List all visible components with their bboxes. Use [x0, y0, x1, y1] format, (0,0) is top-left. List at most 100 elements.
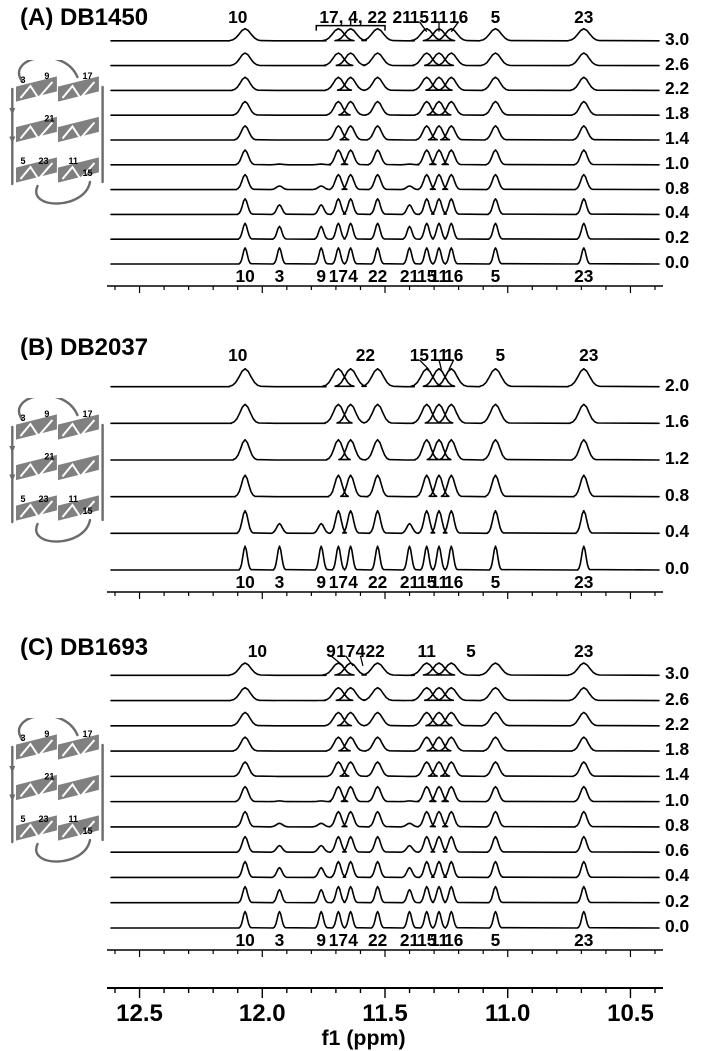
- svg-text:5: 5: [21, 494, 26, 504]
- trace-dy-label: 1.8: [665, 739, 689, 760]
- panel-C: (C) DB16933.02.62.21.81.41.00.80.60.40.2…: [0, 630, 727, 970]
- x-axis-label: f1 (ppm): [0, 1026, 727, 1051]
- svg-text:15: 15: [82, 826, 92, 836]
- svg-text:23: 23: [38, 494, 48, 504]
- trace-dy-label: 0.8: [665, 485, 689, 506]
- trace-dy-label: 0.6: [665, 840, 689, 861]
- panel-A: (A) DB14503.02.62.21.81.41.00.80.40.20.0…: [0, 0, 727, 320]
- xtick-label: 12.0: [232, 1000, 292, 1028]
- peak-label-top: 22: [351, 345, 379, 366]
- trace-dy-label: 0.0: [665, 252, 689, 273]
- xtick-label: 12.5: [110, 1000, 170, 1028]
- peak-label-top: 5: [457, 641, 485, 662]
- svg-text:21: 21: [44, 772, 54, 782]
- peak-label-top: 10: [243, 641, 271, 662]
- g-quadruplex-diagram: 3 9 17 21 5 23 11 15: [6, 718, 111, 868]
- svg-text:5: 5: [21, 814, 26, 824]
- xtick-label: 10.5: [600, 1000, 660, 1028]
- peak-label-bottom: 4: [341, 930, 365, 951]
- trace-dy-label: 0.2: [665, 227, 689, 248]
- trace-dy-label: 2.0: [665, 375, 689, 396]
- trace-dy-label: 1.0: [665, 790, 689, 811]
- peak-label-bottom: 16: [442, 572, 466, 593]
- peak-label-bottom: 23: [572, 930, 596, 951]
- svg-text:9: 9: [44, 71, 49, 81]
- peak-label-top: 22: [361, 641, 389, 662]
- peak-label-bottom: 3: [267, 266, 291, 287]
- panel-B: (B) DB20372.01.61.20.80.40.0103917422211…: [0, 330, 727, 620]
- xtick-label: 11.0: [478, 1000, 538, 1028]
- trace-dy-label: 0.4: [665, 521, 689, 542]
- trace-dy-label: 2.6: [665, 689, 689, 710]
- peak-label-top: 10: [224, 345, 252, 366]
- peak-label-top: 10: [224, 7, 252, 28]
- peak-label-bottom: 5: [483, 572, 507, 593]
- trace-dy-label: 3.0: [665, 29, 689, 50]
- svg-text:23: 23: [38, 814, 48, 824]
- peak-label-bottom: 4: [341, 266, 365, 287]
- peak-label-bottom: 22: [366, 572, 390, 593]
- trace-dy-label: 3.0: [665, 663, 689, 684]
- trace-dy-label: 2.2: [665, 714, 689, 735]
- trace-dy-label: 1.2: [665, 448, 689, 469]
- trace-dy-label: 0.2: [665, 891, 689, 912]
- peak-label-top: 5: [486, 345, 514, 366]
- svg-text:3: 3: [21, 413, 26, 423]
- peak-label-top: 23: [570, 641, 598, 662]
- trace-dy-label: 1.4: [665, 128, 689, 149]
- peak-label-bottom: 22: [366, 930, 390, 951]
- trace-dy-label: 1.8: [665, 103, 689, 124]
- svg-text:17: 17: [82, 71, 92, 81]
- g-quadruplex-diagram: 3 9 17 21 5 23 11 15: [6, 60, 111, 210]
- peak-label-bottom: 23: [572, 572, 596, 593]
- svg-text:9: 9: [44, 729, 49, 739]
- peak-label-bottom: 5: [483, 266, 507, 287]
- trace-dy-label: 0.4: [665, 865, 689, 886]
- peak-label-top: 23: [575, 345, 603, 366]
- svg-text:5: 5: [21, 156, 26, 166]
- svg-text:11: 11: [68, 494, 78, 504]
- g4-schematic: 3 9 17 21 5 23 11 15: [6, 718, 111, 868]
- svg-text:15: 15: [82, 168, 92, 178]
- peak-label-bottom: 22: [366, 266, 390, 287]
- trace-dy-label: 2.2: [665, 78, 689, 99]
- nmr-titration-figure: (A) DB14503.02.62.21.81.41.00.80.40.20.0…: [0, 0, 727, 1050]
- peak-label-top: 17, 4, 22: [318, 7, 388, 28]
- trace-dy-label: 0.8: [665, 178, 689, 199]
- svg-text:21: 21: [44, 452, 54, 462]
- svg-text:3: 3: [21, 733, 26, 743]
- trace-dy-label: 1.6: [665, 411, 689, 432]
- peak-label-bottom: 5: [483, 930, 507, 951]
- svg-text:11: 11: [68, 156, 78, 166]
- peak-label-top: 5: [481, 7, 509, 28]
- g4-schematic: 3 9 17 21 5 23 11 15: [6, 398, 111, 548]
- xtick-label: 11.5: [355, 1000, 415, 1028]
- g-quadruplex-diagram: 3 9 17 21 5 23 11 15: [6, 398, 111, 548]
- svg-text:9: 9: [44, 409, 49, 419]
- peak-label-bottom: 23: [572, 266, 596, 287]
- trace-dy-label: 0.8: [665, 815, 689, 836]
- peak-label-bottom: 10: [233, 266, 257, 287]
- svg-text:15: 15: [82, 506, 92, 516]
- svg-text:23: 23: [38, 156, 48, 166]
- peak-label-bottom: 4: [341, 572, 365, 593]
- svg-text:3: 3: [21, 75, 26, 85]
- peak-label-top: 11: [413, 641, 441, 662]
- trace-dy-label: 2.6: [665, 54, 689, 75]
- svg-text:11: 11: [68, 814, 78, 824]
- trace-dy-label: 0.4: [665, 202, 689, 223]
- peak-label-top: 16: [445, 7, 473, 28]
- peak-label-bottom: 16: [442, 266, 466, 287]
- peak-label-bottom: 10: [233, 930, 257, 951]
- trace-dy-label: 1.0: [665, 153, 689, 174]
- trace-dy-label: 0.0: [665, 558, 689, 579]
- peak-label-bottom: 3: [267, 930, 291, 951]
- peak-label-top: 16: [440, 345, 468, 366]
- svg-text:17: 17: [82, 409, 92, 419]
- svg-text:21: 21: [44, 114, 54, 124]
- svg-text:17: 17: [82, 729, 92, 739]
- peak-label-bottom: 3: [267, 572, 291, 593]
- trace-dy-label: 1.4: [665, 764, 689, 785]
- g4-schematic: 3 9 17 21 5 23 11 15: [6, 60, 111, 210]
- trace-dy-label: 0.0: [665, 916, 689, 937]
